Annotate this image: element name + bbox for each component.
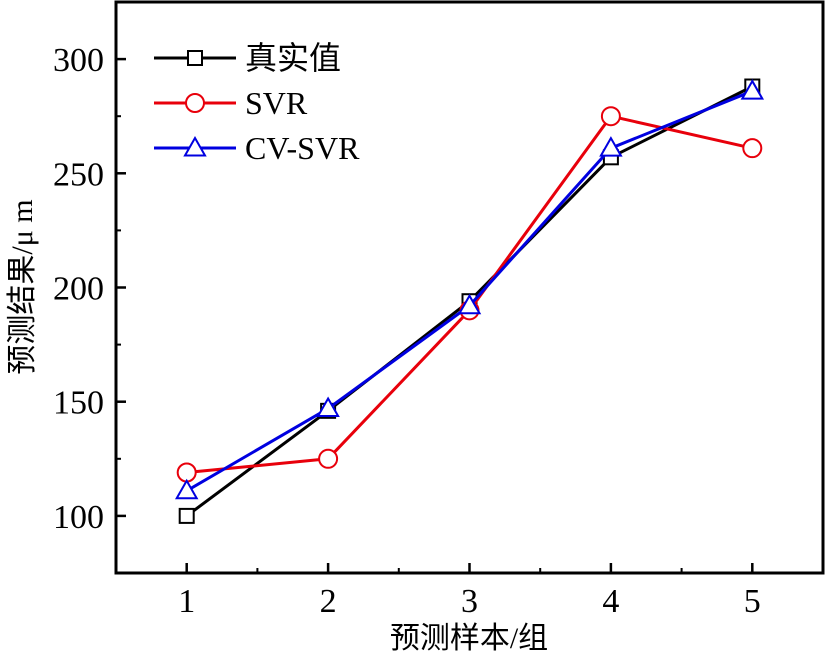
x-axis-title: 预测样本/组 bbox=[390, 622, 548, 655]
series-3 bbox=[174, 79, 765, 500]
y-tick-label: 150 bbox=[53, 385, 104, 422]
y-tick-label: 250 bbox=[53, 156, 104, 193]
x-tick-label: 2 bbox=[320, 583, 337, 620]
x-tick-label: 4 bbox=[602, 583, 619, 620]
x-tick-label: 1 bbox=[178, 583, 195, 620]
data-point bbox=[600, 106, 621, 127]
legend-item: SVR bbox=[154, 85, 308, 121]
data-point bbox=[457, 293, 482, 315]
legend-marker bbox=[185, 93, 205, 113]
legend: 真实值 SVR CV-SVR bbox=[154, 40, 360, 166]
data-point bbox=[174, 478, 199, 500]
plot-frame bbox=[114, 0, 825, 575]
legend-marker bbox=[183, 135, 207, 157]
data-point bbox=[740, 79, 765, 100]
legend-item: 真实值 bbox=[154, 40, 341, 76]
y-tick-label: 100 bbox=[53, 499, 104, 536]
series-layer bbox=[174, 78, 765, 524]
data-point bbox=[318, 448, 339, 469]
data-point bbox=[316, 396, 340, 418]
data-point bbox=[742, 138, 763, 159]
y-axis-title: 预测结果/μ m bbox=[6, 199, 39, 374]
legend-label: 真实值 bbox=[245, 40, 341, 76]
data-point bbox=[599, 136, 623, 157]
x-tick-label: 5 bbox=[744, 583, 761, 620]
legend-label: SVR bbox=[245, 85, 308, 121]
y-tick-label: 200 bbox=[53, 271, 104, 308]
y-tick-label: 300 bbox=[53, 42, 104, 79]
legend-label: CV-SVR bbox=[245, 130, 360, 166]
data-point bbox=[178, 507, 195, 524]
axis-ticks: 1 2 3 4 5 100 150 200 250 300 bbox=[53, 42, 761, 620]
legend-item: CV-SVR bbox=[154, 130, 360, 166]
x-tick-label: 3 bbox=[461, 583, 478, 620]
legend-marker bbox=[187, 50, 203, 66]
